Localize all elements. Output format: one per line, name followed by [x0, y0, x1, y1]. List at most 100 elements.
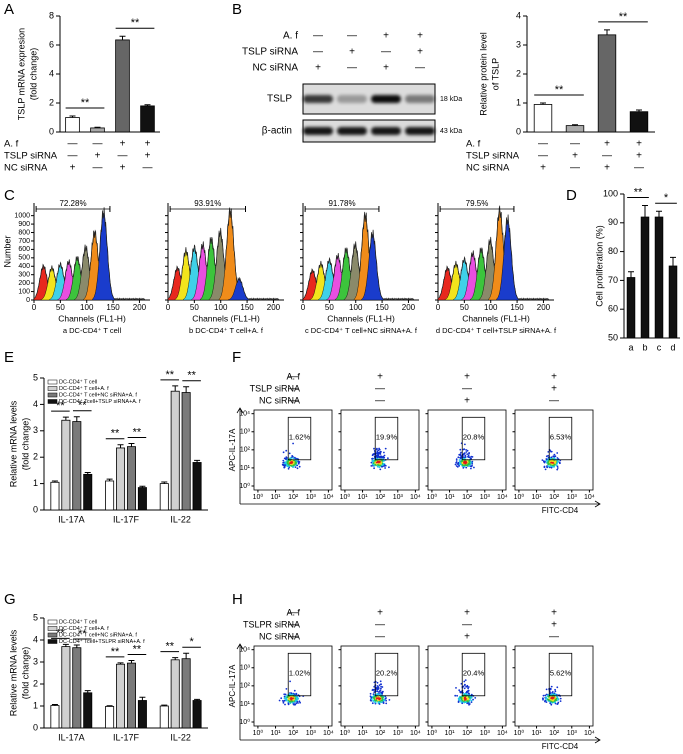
flow-event	[465, 464, 468, 466]
flow-event	[293, 693, 296, 695]
x-axis-label: FITC-CD4	[542, 742, 579, 751]
y-tick-label: 0	[49, 126, 54, 136]
flow-event	[463, 464, 466, 467]
flow-event	[376, 681, 379, 684]
flow-event	[459, 699, 462, 702]
x-tick-label: 10²	[288, 730, 299, 737]
flow-event	[380, 450, 382, 453]
bar	[192, 700, 202, 729]
flow-event	[471, 456, 474, 458]
legend-label: DC-CD4⁺ T cell+A. f	[59, 385, 109, 392]
bar	[116, 447, 126, 511]
flow-event	[463, 680, 466, 683]
flow-event	[459, 696, 462, 699]
flow-event	[464, 456, 466, 459]
significance-label: **	[56, 627, 65, 639]
error-bar	[670, 256, 676, 266]
x-tick-label: 10⁴	[584, 730, 595, 737]
y-tick-label: 80	[608, 246, 618, 256]
flow-event	[541, 459, 544, 461]
x-tick-label: 150	[510, 303, 524, 312]
x-tick-label: 0	[166, 303, 171, 312]
bar	[140, 105, 155, 133]
condition-sign: +	[383, 63, 389, 74]
y-axis-label: APC-IL-17A	[228, 428, 237, 471]
flow-event	[550, 685, 553, 688]
flow-event	[381, 699, 384, 702]
flow-event	[383, 699, 385, 702]
flow-gate	[548, 416, 573, 461]
flow-event	[544, 694, 547, 697]
x-tick-label: 10³	[306, 730, 317, 737]
error-bar	[119, 35, 126, 40]
flow-event	[375, 698, 378, 700]
error-bar	[73, 416, 80, 422]
y-tick-label: 6	[49, 39, 54, 49]
flow-event	[466, 691, 469, 693]
x-tick-label: 10¹	[270, 494, 281, 501]
flow-event	[291, 455, 294, 458]
histogram-caption: d DC-CD4⁺ T cell+TSLP siRNA+A. f	[436, 326, 557, 335]
flow-event	[467, 456, 470, 458]
flow-event	[379, 689, 382, 692]
flow-event	[379, 464, 382, 467]
legend-swatch	[47, 626, 58, 631]
y-tick-label: 10⁰	[239, 718, 250, 726]
y-tick-label: 2	[516, 68, 521, 78]
x-tick-label: 200	[133, 303, 147, 312]
bar	[654, 216, 664, 339]
flow-event	[545, 458, 548, 461]
flow-event	[290, 462, 292, 465]
y-tick-label: 70	[608, 275, 618, 285]
flow-event	[388, 466, 390, 469]
x-tick-label: IL-22	[170, 732, 191, 742]
x-tick-label: 10⁰	[253, 493, 264, 501]
flow-event	[370, 698, 373, 701]
flow-event	[292, 697, 294, 700]
flow-plot-frame	[340, 645, 420, 727]
x-tick-label: IL-22	[170, 514, 191, 524]
x-tick-label: 10⁰	[340, 729, 351, 737]
flow-event	[295, 702, 298, 705]
flow-event	[289, 693, 292, 696]
condition-sign: +	[145, 151, 151, 162]
error-bar	[117, 444, 124, 448]
y-tick-label: 10³	[240, 665, 251, 672]
blot-band	[371, 95, 401, 103]
histogram-outline	[438, 205, 549, 301]
x-tick-label: 150	[106, 303, 120, 312]
blot-size-label: 18 kDa	[440, 96, 462, 103]
gate-label: 5.62%	[550, 668, 572, 677]
flow-event	[381, 465, 383, 468]
flow-event	[373, 447, 375, 450]
x-tick-label: IL-17F	[113, 732, 140, 742]
y-tick-label: 5	[33, 612, 38, 622]
condition-sign: —	[602, 151, 612, 162]
error-bar	[572, 124, 578, 126]
flow-gate	[374, 652, 399, 697]
x-tick-label: IL-17A	[58, 514, 85, 524]
y-tick-label: 3	[33, 425, 38, 435]
flow-event	[378, 462, 381, 465]
flow-event	[469, 457, 472, 460]
flow-event	[461, 462, 464, 465]
error-bar	[144, 104, 151, 106]
flow-event	[554, 460, 557, 463]
flow-event	[549, 463, 551, 466]
flow-event	[378, 466, 381, 468]
blot-band	[337, 95, 367, 103]
flow-event	[556, 696, 559, 698]
flow-event	[287, 465, 290, 468]
flow-plot-frame	[514, 409, 594, 491]
flow-event	[464, 454, 467, 457]
flow-event	[380, 685, 382, 688]
condition-sign: +	[120, 163, 126, 174]
panel-letter: C	[4, 187, 15, 204]
significance-label: *	[664, 192, 669, 204]
flow-event	[381, 696, 384, 699]
y-axis-label: TSLP mRNA expresion	[16, 28, 26, 120]
flow-event	[470, 695, 473, 698]
flow-event	[372, 462, 375, 465]
condition-sign: —	[381, 47, 391, 58]
legend-label: DC-CD4⁺ T cell+NC siRNA+A. f	[59, 631, 137, 638]
